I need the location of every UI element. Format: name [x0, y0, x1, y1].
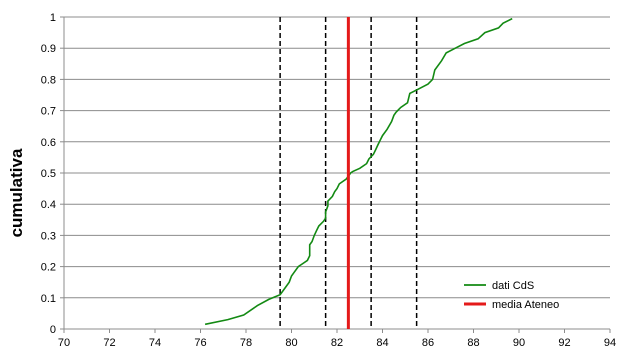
- x-tick-label: 92: [558, 337, 570, 349]
- y-tick-label: 0.5: [41, 168, 56, 180]
- y-tick-label: 1: [50, 12, 56, 24]
- y-tick-label: 0.4: [41, 199, 56, 211]
- series-area: [204, 17, 513, 329]
- x-tick-label: 72: [103, 337, 115, 349]
- x-tick-label: 86: [422, 337, 434, 349]
- y-tick-label: 0.3: [41, 230, 56, 242]
- x-axis-ticks: 70 72 74 76 78 80 82 84 86 88 90 92 94: [58, 328, 616, 349]
- y-tick-label: 0.1: [41, 293, 56, 305]
- y-tick-label: 0: [50, 324, 56, 336]
- x-tick-label: 76: [194, 337, 206, 349]
- y-axis-label: cumulativa: [7, 148, 26, 237]
- x-tick-label: 94: [604, 337, 616, 349]
- reference-lines: [279, 17, 418, 329]
- x-tick-label: 90: [513, 337, 525, 349]
- legend-label: media Ateneo: [492, 299, 559, 311]
- y-tick-label: 0.9: [41, 43, 56, 55]
- y-axis-ticks: 0 0.1 0.2 0.3 0.4 0.5 0.6 0.7 0.8 0.9 1: [41, 12, 65, 336]
- series-line-dati-cds: [204, 17, 513, 326]
- y-tick-label: 0.2: [41, 262, 56, 274]
- x-tick-label: 88: [467, 337, 479, 349]
- legend-label: dati CdS: [492, 280, 534, 292]
- x-tick-label: 78: [240, 337, 252, 349]
- x-tick-label: 80: [285, 337, 297, 349]
- x-tick-label: 82: [331, 337, 343, 349]
- x-tick-label: 70: [58, 337, 70, 349]
- x-tick-label: 84: [376, 337, 388, 349]
- legend: dati CdS media Ateneo: [464, 280, 559, 311]
- y-tick-label: 0.6: [41, 137, 56, 149]
- y-tick-label: 0.8: [41, 74, 56, 86]
- x-tick-label: 74: [149, 337, 161, 349]
- grid-lines: [64, 16, 610, 299]
- y-tick-label: 0.7: [41, 106, 56, 118]
